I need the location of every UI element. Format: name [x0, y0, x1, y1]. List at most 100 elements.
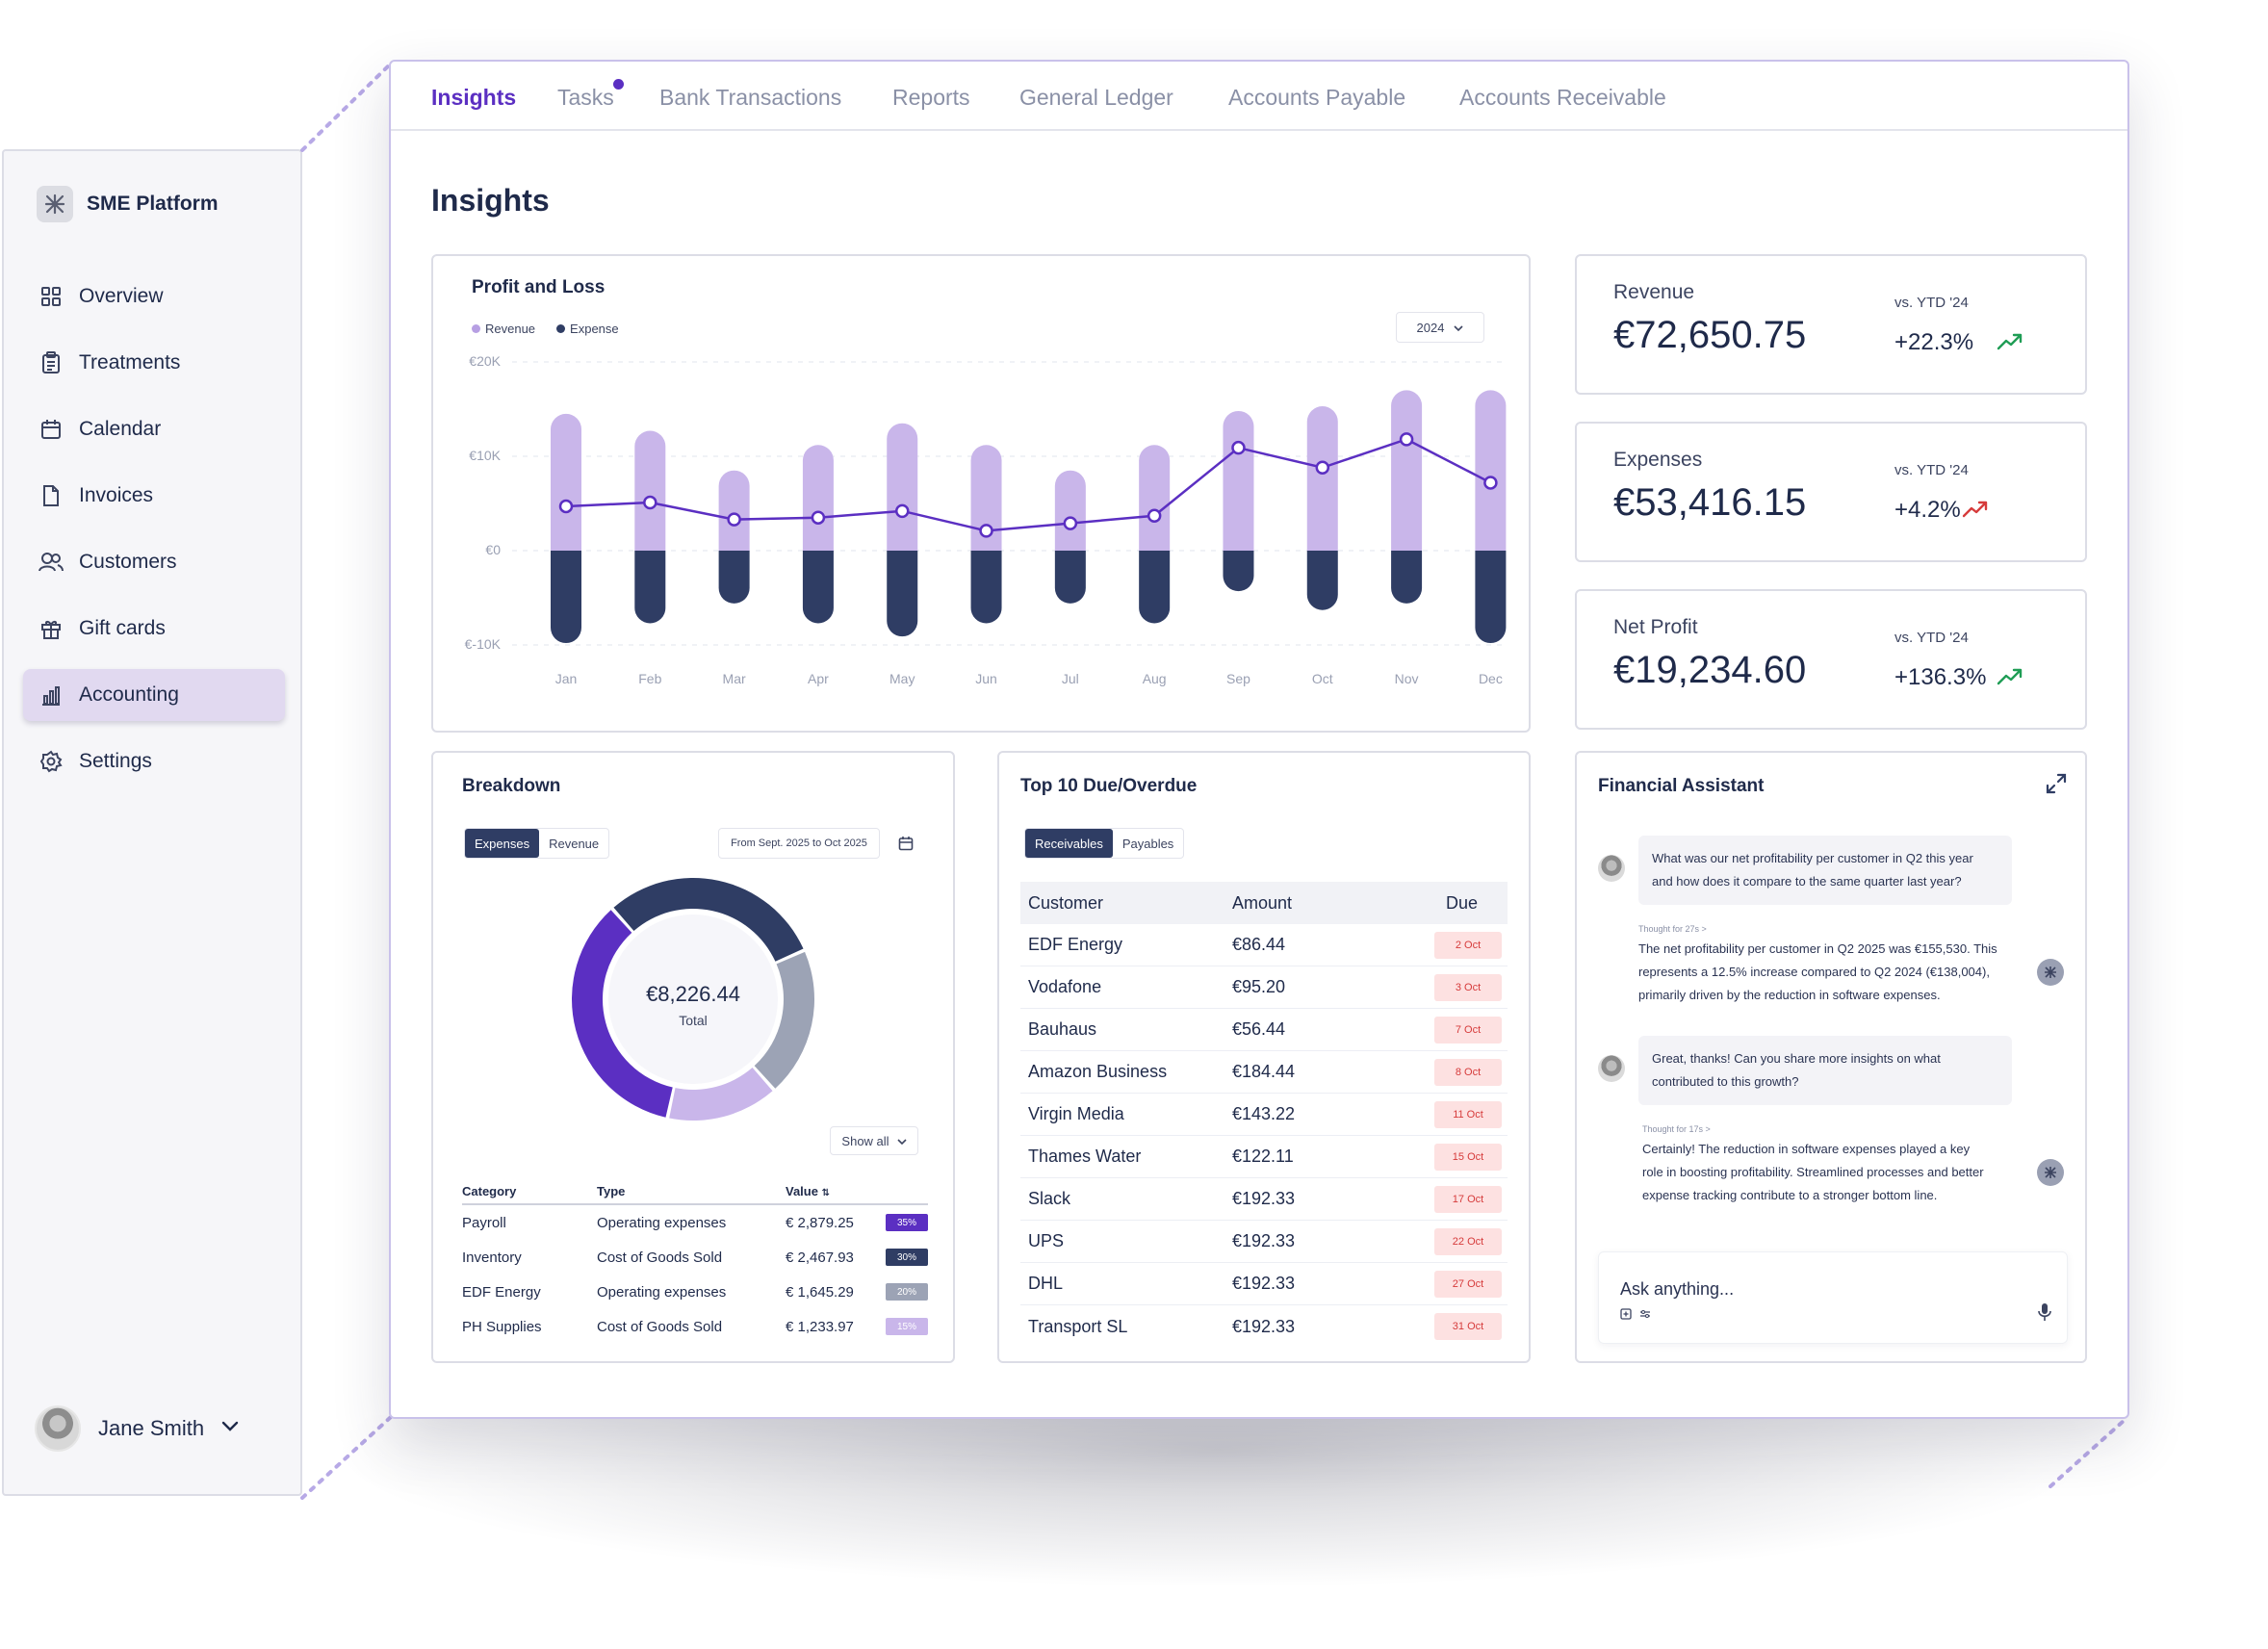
table-row[interactable]: Virgin Media €143.22 11 Oct — [1020, 1094, 1508, 1136]
sidebar-item-overview[interactable]: Overview — [23, 271, 285, 322]
expand-icon[interactable] — [2045, 772, 2068, 795]
amount-cell: €192.33 — [1232, 1231, 1296, 1250]
column-header-customer[interactable]: Customer — [1028, 892, 1104, 913]
sidebar-item-label: Settings — [79, 750, 152, 772]
column-header-due[interactable]: Due — [1446, 892, 1479, 913]
toggle-expenses[interactable]: Expenses — [465, 829, 540, 858]
amount-cell: €143.22 — [1232, 1104, 1296, 1123]
toggle-payables[interactable]: Payables — [1121, 836, 1174, 851]
table-row[interactable]: Amazon Business €184.44 8 Oct — [1020, 1051, 1508, 1094]
message-line: What was our net profitability per custo… — [1652, 851, 1973, 865]
tab-general-ledger[interactable]: General Ledger — [1019, 85, 1173, 110]
expense-bar — [551, 551, 581, 644]
tab-accounts-payable[interactable]: Accounts Payable — [1228, 85, 1406, 110]
sidebar-item-label: Treatments — [79, 351, 181, 374]
percent-cell: 30% — [880, 1249, 928, 1266]
sidebar-item-calendar[interactable]: Calendar — [23, 403, 285, 455]
microphone-icon[interactable] — [2036, 1302, 2053, 1322]
table-row[interactable]: DHL €192.33 27 Oct — [1020, 1263, 1508, 1305]
table-row[interactable]: Transport SL €192.33 31 Oct — [1020, 1305, 1508, 1348]
user-message: Great, thanks! Can you share more insigh… — [1638, 1036, 2012, 1105]
revenue-bar — [887, 423, 918, 551]
breakdown-donut — [572, 878, 814, 1121]
user-menu[interactable]: Jane Smith — [35, 1405, 239, 1452]
category-cell: EDF Energy — [462, 1283, 541, 1301]
tab-insights[interactable]: Insights — [431, 85, 517, 110]
table-header: Category Type Value ⇅ — [462, 1178, 928, 1205]
percent-cell: 15% — [880, 1318, 928, 1335]
table-row[interactable]: EDF Energy €86.44 2 Oct — [1020, 924, 1508, 966]
sidebar-item-label: Invoices — [79, 484, 154, 506]
table-row[interactable]: Bauhaus €56.44 7 Oct — [1020, 1009, 1508, 1051]
connector-line — [300, 1415, 393, 1500]
customer-cell: DHL — [1028, 1274, 1064, 1293]
column-header-value[interactable]: Value ⇅ — [786, 1184, 880, 1198]
table-row[interactable]: PH Supplies Cost of Goods Sold € 1,233.9… — [462, 1309, 928, 1344]
trend-up-icon — [1962, 501, 1988, 518]
sidebar: SME Platform Overview Treatments Calenda… — [2, 149, 302, 1496]
table-row[interactable]: Vodafone €95.20 3 Oct — [1020, 966, 1508, 1009]
customer-cell: Slack — [1028, 1189, 1071, 1208]
expense-bar — [718, 551, 750, 604]
thought-toggle[interactable]: Thought for 17s > — [1642, 1124, 1711, 1134]
sidebar-item-settings[interactable]: Settings — [23, 735, 285, 787]
grid-icon — [39, 284, 64, 309]
card-title: Breakdown — [462, 776, 561, 796]
due-cell: 8 Oct — [1415, 1058, 1508, 1086]
legend-swatch — [556, 324, 566, 333]
kpi-value: €72,650.75 — [1613, 314, 1807, 356]
table-row[interactable]: Inventory Cost of Goods Sold € 2,467.93 … — [462, 1240, 928, 1275]
revenue-bar — [634, 430, 666, 551]
amount-cell: €192.33 — [1232, 1316, 1296, 1336]
donut-slice — [669, 1068, 773, 1121]
revenue-bar — [1391, 390, 1423, 551]
calendar-button[interactable] — [889, 828, 922, 859]
document-icon — [39, 483, 64, 508]
toggle-receivables[interactable]: Receivables — [1025, 829, 1113, 858]
date-range-picker[interactable]: From Sept. 2025 to Oct 2025 — [718, 828, 880, 859]
kpi-card-net-profit: Net Profit €19,234.60 vs. YTD '24 +136.3… — [1575, 589, 2087, 730]
table-row[interactable]: Thames Water €122.11 15 Oct — [1020, 1136, 1508, 1178]
brand[interactable]: SME Platform — [37, 186, 219, 222]
tab-tasks[interactable]: Tasks — [557, 79, 624, 111]
attach-icon[interactable] — [1620, 1308, 1632, 1320]
message-line: Great, thanks! Can you share more insigh… — [1652, 1051, 1941, 1066]
table-row[interactable]: UPS €192.33 22 Oct — [1020, 1221, 1508, 1263]
revenue-bar — [970, 445, 1002, 551]
sidebar-item-gift-cards[interactable]: Gift cards — [23, 603, 285, 655]
settings-sliders-icon[interactable] — [1639, 1308, 1651, 1320]
year-select[interactable]: 2024 — [1396, 312, 1484, 343]
table-row[interactable]: EDF Energy Operating expenses € 1,645.29… — [462, 1275, 928, 1309]
kpi-label: Net Profit — [1613, 616, 1698, 638]
customer-cell: Bauhaus — [1028, 1019, 1097, 1039]
profit-point — [558, 499, 574, 514]
toggle-revenue[interactable]: Revenue — [549, 836, 600, 851]
column-header-category[interactable]: Category — [462, 1183, 517, 1198]
thought-toggle[interactable]: Thought for 27s > — [1638, 924, 1707, 934]
due-badge: 2 Oct — [1434, 931, 1502, 959]
column-header-type[interactable]: Type — [597, 1183, 626, 1198]
profit-point — [979, 524, 993, 538]
sidebar-item-invoices[interactable]: Invoices — [23, 470, 285, 522]
chat-input[interactable] — [1620, 1279, 1986, 1300]
show-all-select[interactable]: Show all — [830, 1126, 918, 1155]
tab-accounts-receivable[interactable]: Accounts Receivable — [1459, 85, 1666, 110]
sidebar-item-accounting[interactable]: Accounting — [23, 669, 285, 721]
sidebar-item-customers[interactable]: Customers — [23, 536, 285, 588]
due-cell: 22 Oct — [1415, 1227, 1508, 1255]
table-row[interactable]: Payroll Operating expenses € 2,879.25 35… — [462, 1205, 928, 1240]
donut-slice — [572, 910, 673, 1118]
tab-reports[interactable]: Reports — [892, 85, 970, 110]
column-header-amount[interactable]: Amount — [1232, 892, 1293, 913]
sidebar-item-treatments[interactable]: Treatments — [23, 337, 285, 389]
user-avatar — [1598, 855, 1625, 882]
x-tick-label: Apr — [808, 671, 829, 686]
customer-cell: Amazon Business — [1028, 1062, 1168, 1081]
kpi-value: €19,234.60 — [1613, 649, 1807, 691]
x-tick-label: Oct — [1312, 671, 1333, 686]
financial-assistant-card: Financial Assistant What was our net pro… — [1575, 751, 2087, 1363]
tab-bank-transactions[interactable]: Bank Transactions — [659, 85, 842, 110]
table-row[interactable]: Slack €192.33 17 Oct — [1020, 1178, 1508, 1221]
profit-point — [1315, 460, 1330, 476]
x-tick-label: Jul — [1062, 671, 1079, 686]
